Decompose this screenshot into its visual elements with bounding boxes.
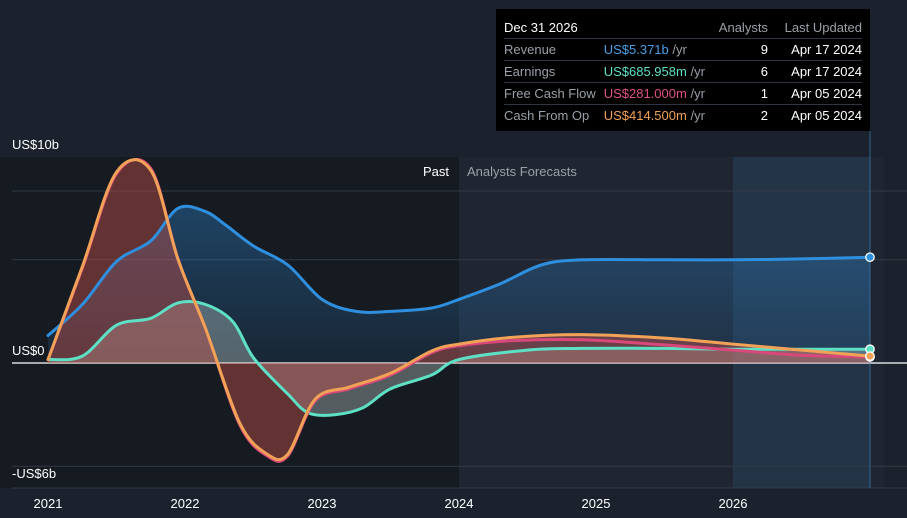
tooltip-row-revenue: Revenue US$5.371b /yr 9 Apr 17 2024 [504, 38, 862, 61]
tooltip-row-analysts: 1 [713, 82, 778, 105]
x-tick-label: 2022 [171, 496, 200, 511]
y-label-bottom: -US$6b [12, 466, 56, 481]
tooltip-row-updated: Apr 17 2024 [777, 60, 862, 83]
tooltip-row-earnings: Earnings US$685.958m /yr 6 Apr 17 2024 [504, 60, 862, 83]
past-label: Past [423, 164, 449, 179]
tooltip-row-updated: Apr 05 2024 [777, 104, 862, 126]
y-label-top: US$10b [12, 137, 59, 152]
tooltip-date: Dec 31 2026 [504, 19, 578, 35]
tooltip-row-free-cash-flow: Free Cash Flow US$281.000m /yr 1 Apr 05 … [504, 82, 862, 105]
tooltip-row-name: Revenue [504, 38, 604, 61]
tooltip-row-value: US$414.500m [603, 108, 687, 123]
tooltip-col-analysts: Analysts [718, 19, 768, 35]
tooltip-row-name: Cash From Op [504, 104, 604, 126]
earnings-line [46, 300, 872, 417]
x-tick-label: 2023 [308, 496, 337, 511]
tooltip-panel: Dec 31 2026 Analysts Last Updated Revenu… [496, 9, 870, 131]
forecast-label: Analysts Forecasts [467, 164, 577, 179]
tooltip-row-value: US$5.371b [603, 42, 669, 57]
x-tick-label: 2025 [582, 496, 611, 511]
tooltip-row-unit: /yr [690, 108, 705, 123]
tooltip-row-unit: /yr [672, 42, 687, 57]
cash-from-op-line [46, 158, 872, 462]
tooltip-row-updated: Apr 05 2024 [777, 82, 862, 105]
tooltip-row-unit: /yr [690, 86, 705, 101]
tooltip-row-name: Earnings [504, 60, 604, 83]
tooltip-table: Dec 31 2026 Analysts Last Updated Revenu… [504, 16, 862, 126]
tooltip-row-analysts: 9 [713, 38, 778, 61]
revenue-end-point[interactable] [865, 252, 875, 263]
cash-from-op-area [48, 159, 870, 460]
revenue-line [46, 204, 872, 337]
tooltip-row-cash-from-op: Cash From Op US$414.500m /yr 2 Apr 05 20… [504, 104, 862, 126]
tooltip-row-unit: /yr [690, 64, 705, 79]
x-tick-label: 2021 [34, 496, 63, 511]
revenue-area [48, 206, 870, 363]
tooltip-row-value: US$685.958m [603, 64, 687, 79]
earnings-area [48, 301, 870, 416]
tooltip-row-analysts: 6 [713, 60, 778, 83]
tooltip-row-value: US$281.000m [603, 86, 687, 101]
tooltip-row-analysts: 2 [713, 104, 778, 126]
tooltip-col-updated: Last Updated [784, 19, 862, 35]
tooltip-row-updated: Apr 17 2024 [777, 38, 862, 61]
tooltip-row-name: Free Cash Flow [504, 82, 604, 105]
y-label-zero: US$0 [12, 343, 45, 358]
x-tick-label: 2024 [445, 496, 474, 511]
x-tick-label: 2026 [719, 496, 748, 511]
cash-from-op-end-point[interactable] [865, 351, 875, 361]
